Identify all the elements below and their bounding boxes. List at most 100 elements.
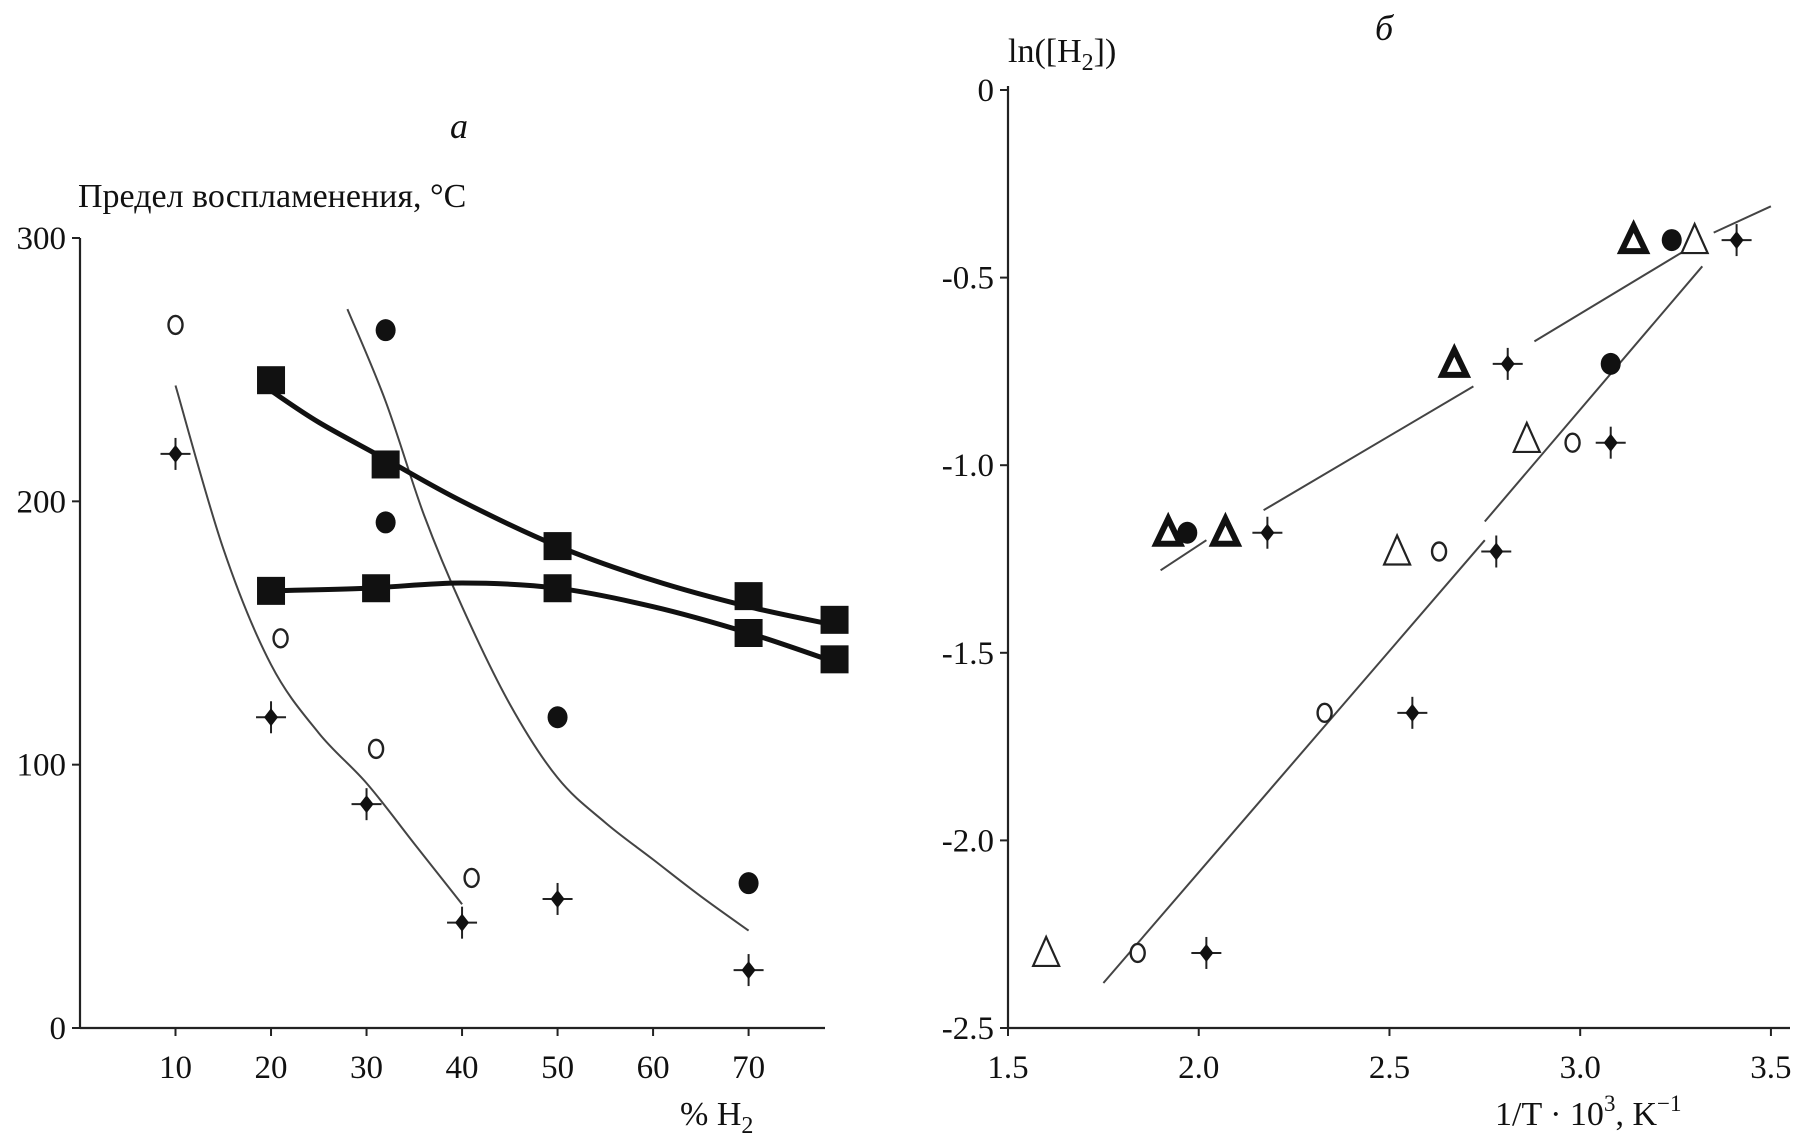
panel-a-point-cross-diamond-1 xyxy=(160,437,191,470)
panel-b-point-open-circle xyxy=(1316,702,1333,724)
panel-b-point-cross-diamond-open xyxy=(1595,426,1626,459)
panel-b-ytick-label: -0.5 xyxy=(942,261,994,297)
panel-a-point-filled-square-lower xyxy=(362,574,391,603)
panel-b-point-cross-diamond-filled-core xyxy=(1260,523,1275,542)
panel-b-ytick-label: -1.0 xyxy=(942,448,994,484)
fit-thin-left xyxy=(174,385,463,905)
panel-b-point-cross-diamond-open-core xyxy=(1603,433,1618,452)
panel-a-point-cross-diamond-1-core xyxy=(359,795,374,814)
panel-a: а Предел воспламенения, °С % H2 0 100 200 3… xyxy=(17,106,849,1139)
panel-b-point-filled-triangle xyxy=(1208,511,1243,547)
panel-b-ytick-label: -2.5 xyxy=(942,1011,994,1047)
panel-a-point-cross-diamond-2 xyxy=(542,882,573,915)
panel-a-letter: а xyxy=(450,106,468,146)
panel-a-xtick-label: 50 xyxy=(541,1050,574,1086)
panel-b-point-open-triangle xyxy=(1512,420,1542,454)
panel-b-point-cross-diamond-open xyxy=(1191,936,1222,969)
panel-a-point-filled-square-lower xyxy=(543,574,572,603)
fit-upper-segment xyxy=(1713,205,1772,234)
panel-a-xtick-label: 60 xyxy=(637,1050,670,1086)
panel-a-point-filled-square-upper xyxy=(820,605,849,634)
panel-a-point-filled-square-upper xyxy=(734,582,763,611)
panel-a-axes: 0 100 200 300 10 20 30 40 50 60 70 xyxy=(17,221,825,1086)
panel-a-ytick-label: 200 xyxy=(17,484,67,520)
panel-a-point-filled-circle xyxy=(375,319,396,342)
panel-a-point-filled-square-lower xyxy=(257,576,286,605)
panel-a-point-cross-diamond-1 xyxy=(447,906,478,939)
panel-b-point-cross-diamond-open-core xyxy=(1199,943,1214,962)
panel-b-point-open-triangle xyxy=(1679,221,1710,255)
panel-b-point-open-circle xyxy=(1430,541,1448,562)
panel-b-point-cross-diamond-filled-core xyxy=(1729,231,1744,250)
panel-a-xtick-label: 10 xyxy=(159,1050,192,1086)
panel-a-ylabel: Предел воспламенения, °С xyxy=(78,178,466,215)
panel-a-point-open-circle xyxy=(463,867,480,889)
panel-b-point-cross-diamond-open-core xyxy=(1489,542,1504,561)
panel-b-point-cross-diamond-filled-core xyxy=(1500,354,1515,373)
fit-lower-segment xyxy=(1102,539,1486,984)
panel-b-xtick-label: 3.5 xyxy=(1750,1050,1791,1086)
panel-b-point-filled-circle xyxy=(1661,229,1682,252)
panel-a-ytick-label: 100 xyxy=(17,748,67,784)
panel-b-xlabel: 1/T · 103, K−1 xyxy=(1495,1091,1681,1133)
panel-a-point-open-circle xyxy=(272,628,289,649)
panel-b-xtick-label: 1.5 xyxy=(987,1050,1028,1086)
panel-a-point-filled-square-upper xyxy=(371,450,400,479)
panel-a-point-open-circle xyxy=(167,314,184,336)
panel-a-point-cross-diamond-2-core xyxy=(741,961,756,980)
panel-b-point-cross-diamond-filled xyxy=(1721,224,1752,257)
panel-a-point-filled-square-upper xyxy=(543,532,572,561)
panel-b-letter: б xyxy=(1375,8,1395,48)
panel-b-ytick-label: -2.0 xyxy=(942,823,994,859)
panel-a-ytick-label: 300 xyxy=(17,221,67,257)
panel-a-ytick-label: 0 xyxy=(50,1011,67,1047)
fit-upper-segment xyxy=(1263,385,1474,512)
panel-a-xtick-label: 30 xyxy=(350,1050,383,1086)
panel-b: б ln([H2]) 1/T · 103, K−1 0 -0.5 -1.0 -1.5 -… xyxy=(942,8,1792,1133)
panel-b-point-filled-triangle xyxy=(1616,219,1651,255)
fit-thin-right xyxy=(346,308,750,932)
panel-b-point-open-triangle xyxy=(1031,934,1061,968)
panel-b-point-cross-diamond-open xyxy=(1481,535,1512,568)
panel-a-point-filled-circle xyxy=(738,872,759,895)
panel-b-point-open-triangle xyxy=(1382,532,1412,566)
panel-b-point-cross-diamond-open xyxy=(1397,696,1428,729)
panel-b-point-filled-circle xyxy=(1600,352,1621,375)
panel-b-ylabel: ln([H2]) xyxy=(1008,33,1116,76)
panel-b-xtick-label: 2.5 xyxy=(1369,1050,1410,1086)
panel-b-point-filled-circle xyxy=(1177,521,1198,544)
panel-a-point-cross-diamond-2 xyxy=(733,954,764,987)
panel-b-axes: 0 -0.5 -1.0 -1.5 -2.0 -2.51.5 2.0 2.5 3.0 3.5 xyxy=(942,73,1792,1086)
panel-b-point-open-circle xyxy=(1129,942,1146,964)
panel-b-ytick-label: 0 xyxy=(978,73,995,109)
fit-upper-segment xyxy=(1533,239,1703,343)
panel-a-point-filled-square-lower xyxy=(820,645,849,674)
panel-b-point-filled-triangle xyxy=(1437,342,1472,378)
fit-lower-segment xyxy=(1484,265,1704,523)
panel-b-xtick-label: 3.0 xyxy=(1560,1050,1601,1086)
panel-a-point-cross-diamond-1 xyxy=(256,701,287,734)
panel-a-point-filled-square-lower xyxy=(734,619,763,647)
panel-b-point-open-circle xyxy=(1564,432,1581,453)
panel-a-point-cross-diamond-1-core xyxy=(264,708,279,727)
panel-b-point-cross-diamond-filled xyxy=(1252,516,1283,549)
panel-a-point-cross-diamond-2-core xyxy=(550,889,565,908)
panel-b-point-cross-diamond-open-core xyxy=(1405,703,1420,722)
panel-a-point-filled-circle xyxy=(375,511,396,534)
panel-a-point-cross-diamond-1-core xyxy=(455,913,470,932)
panel-a-point-filled-square-upper xyxy=(257,366,286,395)
panel-a-point-open-circle xyxy=(367,738,385,760)
panel-b-ytick-label: -1.5 xyxy=(942,636,994,672)
panel-a-point-cross-diamond-1-core xyxy=(168,444,183,463)
panel-a-point-filled-circle xyxy=(547,706,568,729)
panel-a-xtick-label: 20 xyxy=(255,1050,288,1086)
panel-a-point-cross-diamond-1 xyxy=(351,788,382,821)
panel-a-xtick-label: 40 xyxy=(446,1050,479,1086)
panel-a-xlabel: % H2 xyxy=(680,1096,753,1139)
panel-b-point-cross-diamond-filled xyxy=(1492,347,1523,380)
fit-upper-segment xyxy=(1160,539,1207,572)
panel-b-points xyxy=(1031,219,1752,969)
panel-b-fit-curves xyxy=(1102,205,1772,984)
panel-b-point-filled-triangle xyxy=(1151,511,1185,547)
